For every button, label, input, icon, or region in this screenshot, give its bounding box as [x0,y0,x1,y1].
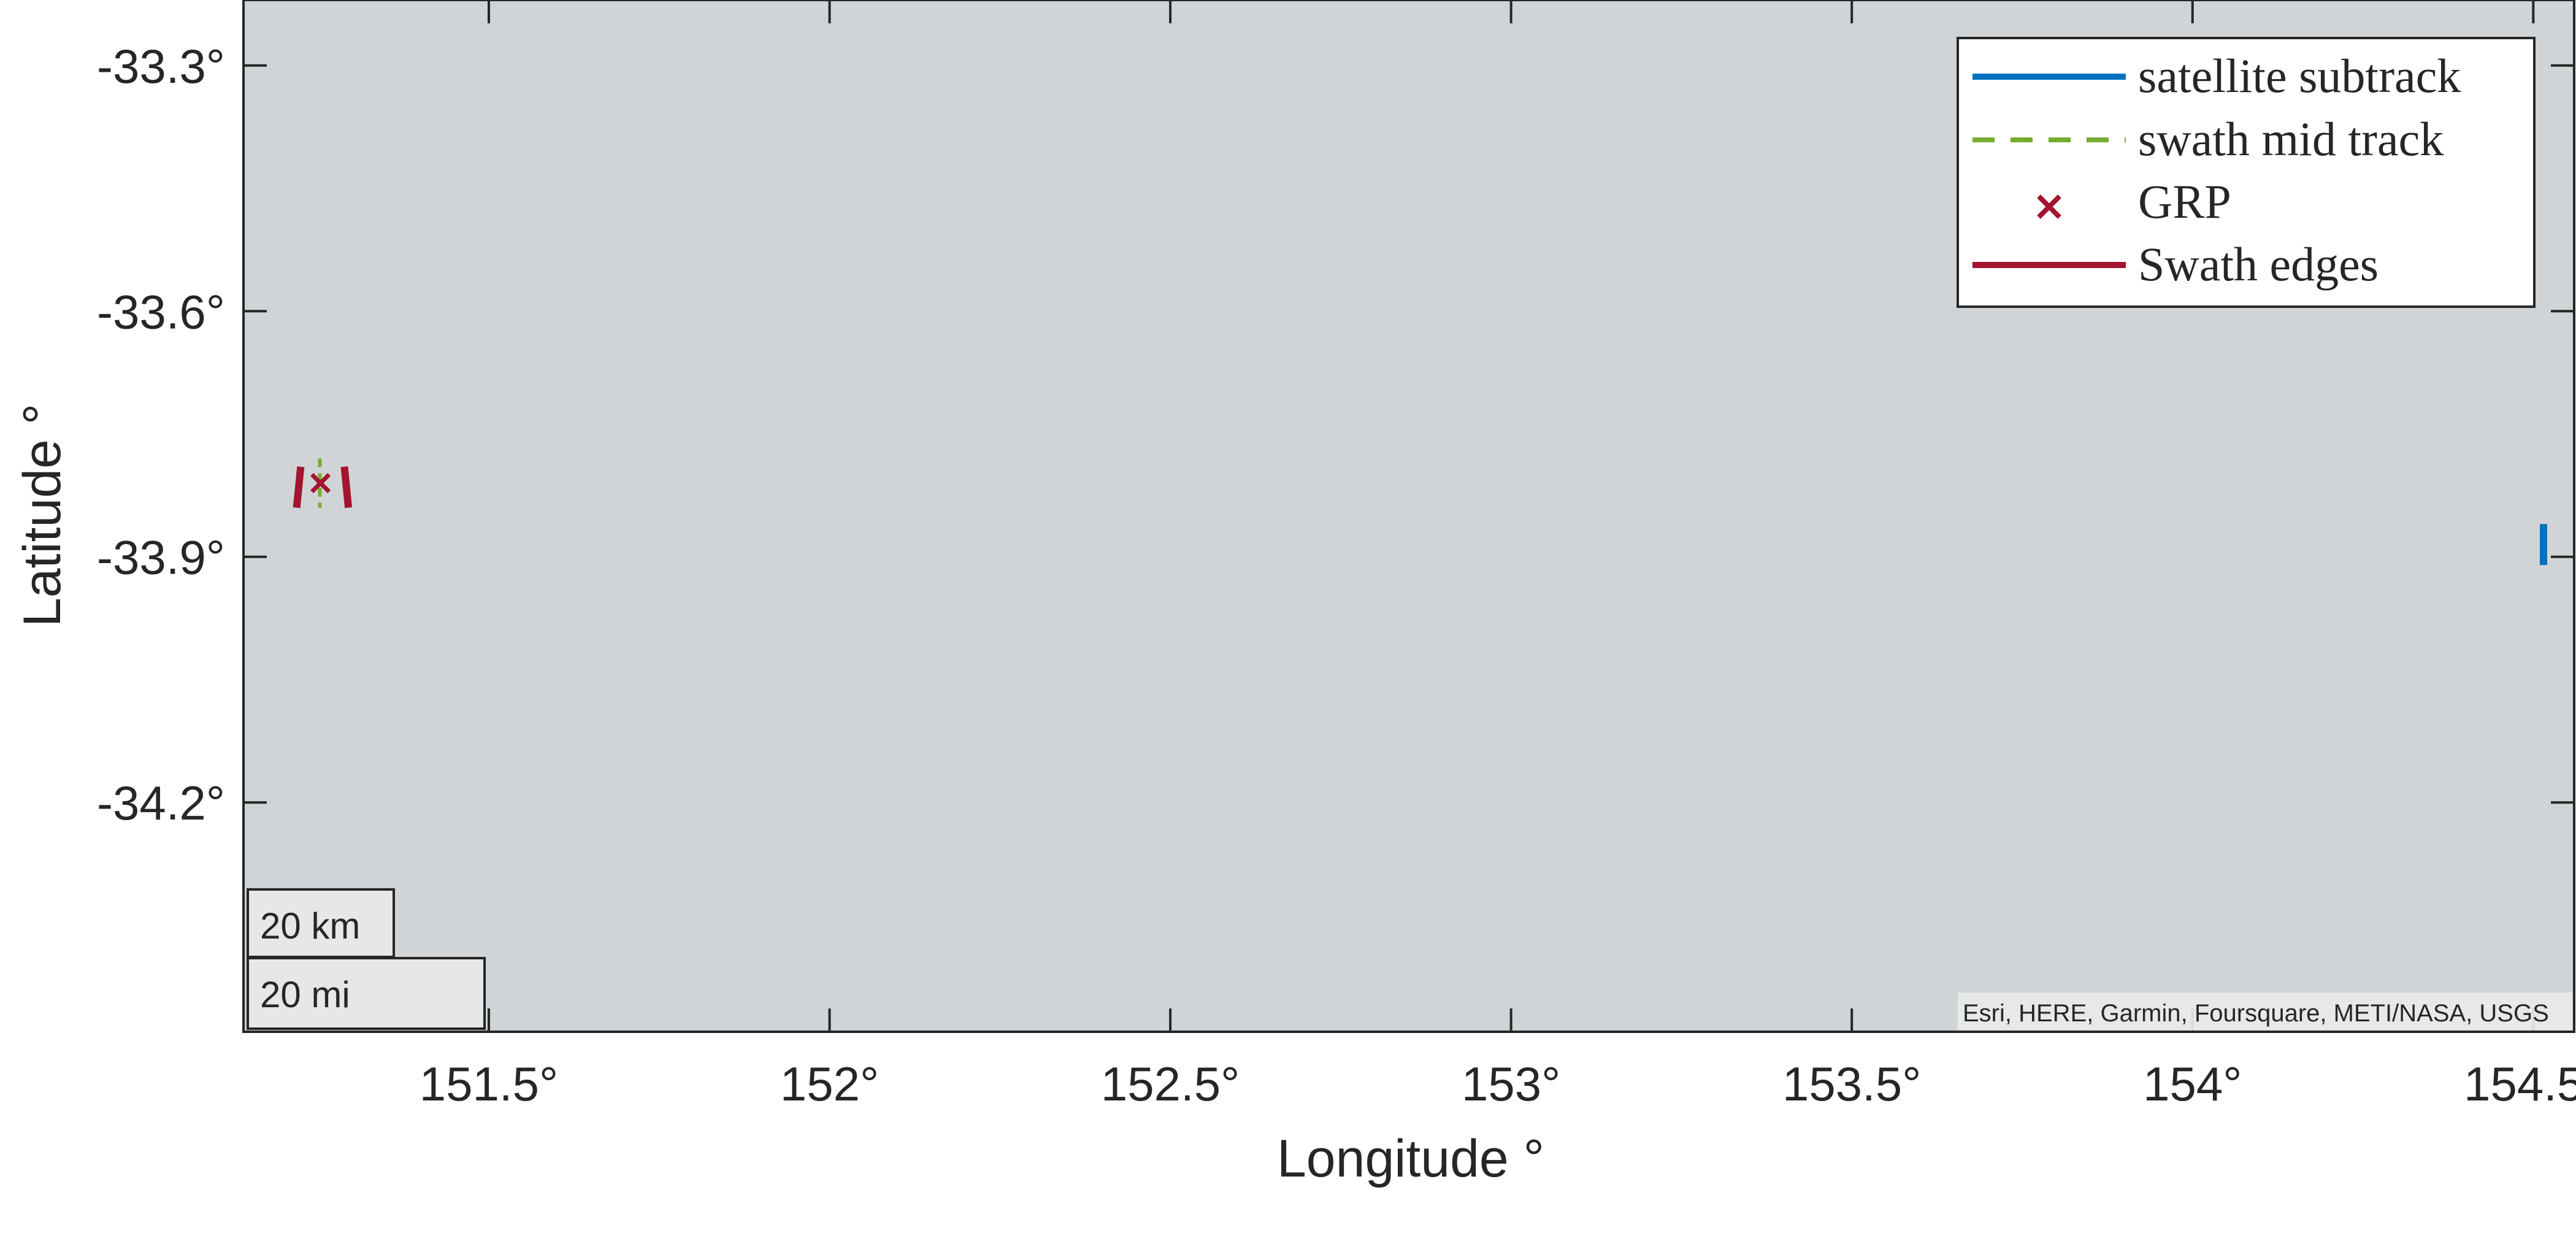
scale-bar-km-label: 20 km [260,905,360,946]
y-tick-label: -33.3° [97,39,225,93]
y-axis-ticks: -33.3° -33.6° -33.9° -34.2° [97,39,2574,830]
grp-marker[interactable] [310,473,331,494]
attribution: Esri, HERE, Garmin, Foursquare, METI/NAS… [1958,993,2572,1031]
scale-bar-km-box [247,888,395,958]
x-axis-ticks: 151.5° 152° 152.5° 153° 153.5° 154° 154.5° [420,0,2576,1111]
y-tick-label: -33.9° [97,531,225,585]
legend-label-satellite-subtrack: satellite subtrack [2138,49,2461,102]
swath-edge-line-2[interactable] [340,466,353,509]
scale-bar-mi-box [247,957,486,1030]
attribution-text: Esri, HERE, Garmin, Foursquare, METI/NAS… [1963,1000,2549,1027]
scale-bar: 20 km 20 mi [247,888,486,1030]
swath-edge-line-1[interactable] [293,466,305,509]
x-axis-title: Longitude ° [1277,1129,1544,1188]
y-tick-label: -33.6° [97,285,225,339]
axes-frame [242,0,2575,1033]
x-tick-label: 152.5° [1101,1057,1240,1111]
legend-entry-swath-edges: Swath edges [1972,237,2379,291]
x-tick-label: 153° [1462,1057,1560,1111]
legend-entry-grp: GRP [2037,175,2231,228]
legend-label-grp: GRP [2138,175,2231,228]
scale-bar-mi-label: 20 mi [260,974,350,1015]
x-tick-label: 153.5° [1782,1057,1921,1111]
y-axis-title: Latitude ° [13,404,72,627]
legend-label-swath-edges: Swath edges [2138,237,2379,291]
legend[interactable]: satellite subtrack swath mid track GRP S… [1957,37,2536,308]
x-tick-label: 151.5° [420,1057,558,1111]
legend-label-swath-mid-track: swath mid track [2138,112,2444,166]
x-tick-label: 154.5° [2464,1057,2576,1111]
legend-entry-satellite-subtrack: satellite subtrack [1972,49,2461,102]
legend-entry-swath-mid-track: swath mid track [1972,112,2444,166]
legend-swatch-grp-marker [2037,194,2061,219]
y-tick-label: -34.2° [97,776,225,830]
x-tick-label: 154° [2143,1057,2242,1111]
map-features [293,458,2547,566]
x-tick-label: 152° [780,1057,879,1111]
